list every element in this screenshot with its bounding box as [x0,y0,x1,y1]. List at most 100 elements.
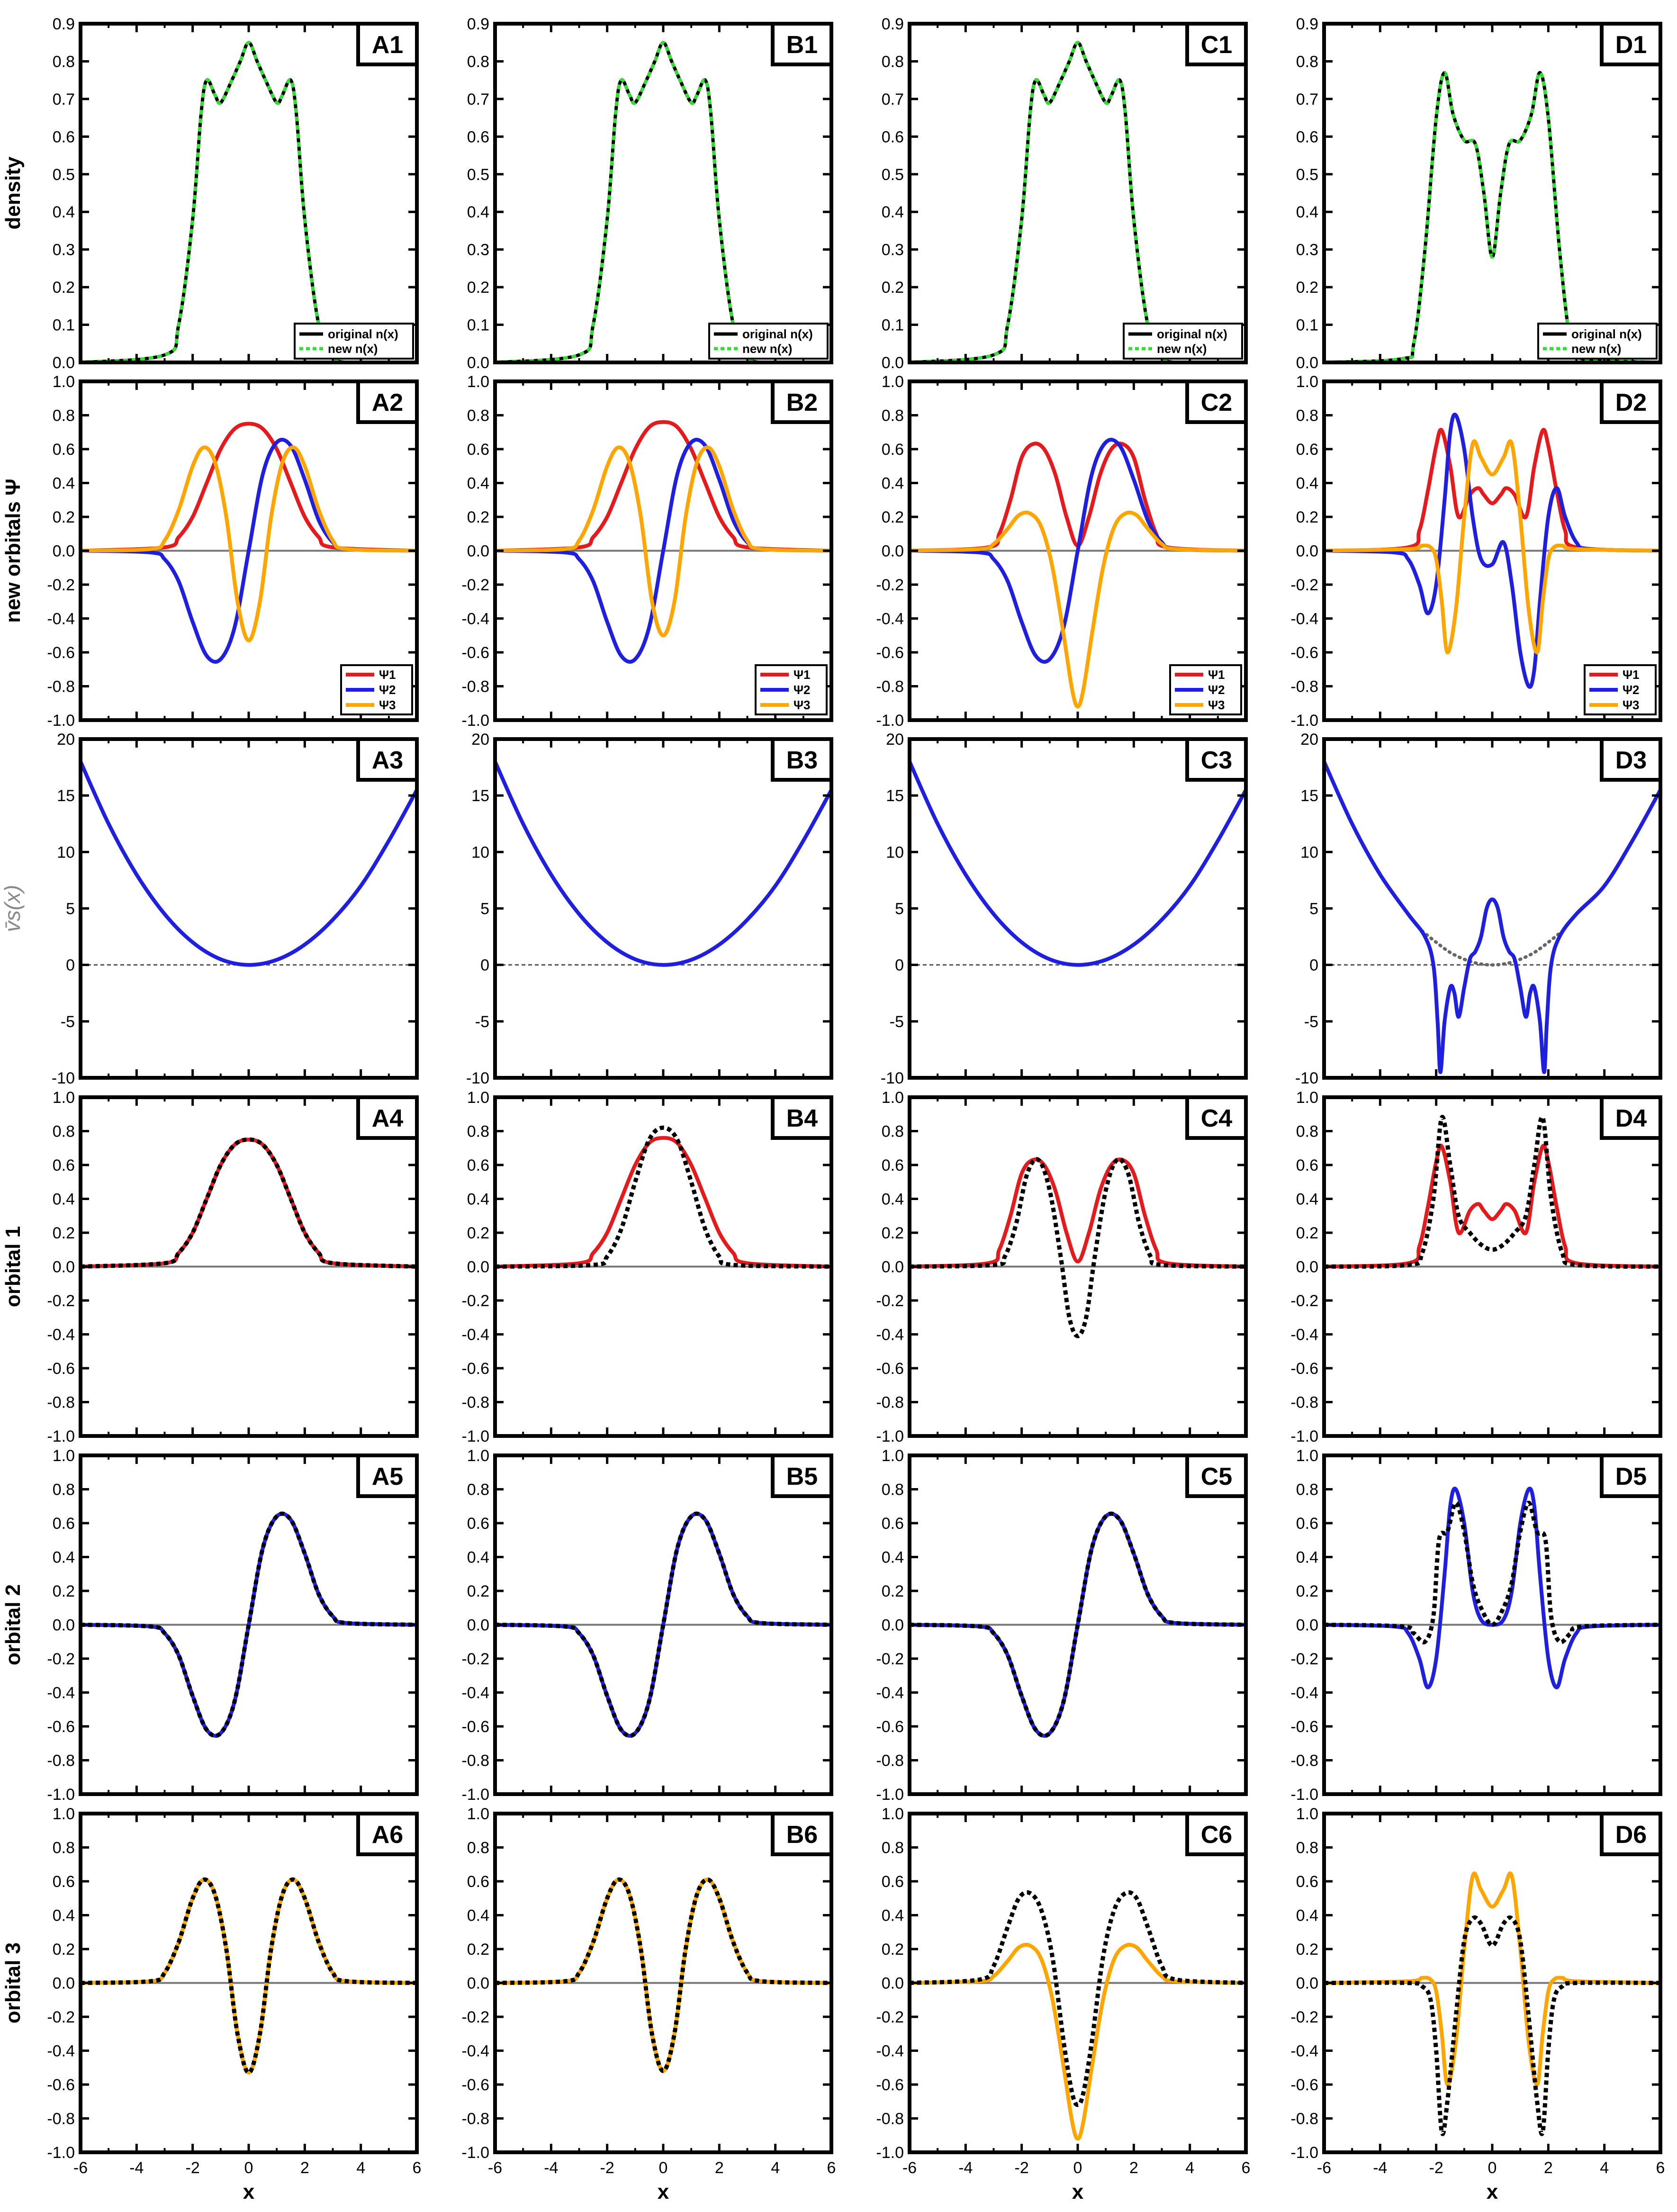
y-tick-label: 0.0 [467,354,489,372]
y-tick-label: 0.6 [467,1873,489,1891]
y-tick-label: 15 [1300,787,1318,805]
y-tick-label: 0 [66,957,75,975]
y-tick-label: 0.3 [467,241,489,259]
panel-B1: 0.0 0.1 0.2 0.3 0.4 0.5 0.6 0.7 0.8 0.9 B1 original… [467,15,833,372]
y-tick-label: 0.9 [882,15,904,33]
y-tick-label: 1.0 [1296,373,1318,391]
x-tick-label: -4 [544,2159,558,2177]
panel-id-box [1600,1812,1662,1856]
y-tick-label: -0.2 [461,1650,489,1668]
y-tick-label: -5 [61,1013,75,1031]
y-tick-label: 0.4 [1296,1191,1318,1209]
y-tick-label: -0.6 [1290,1718,1318,1736]
y-tick-label: -0.2 [461,1292,489,1310]
y-tick-label: 0.0 [467,1975,489,1993]
panel-id-label: D5 [1615,1463,1647,1490]
y-tick-label: 0.0 [53,1258,75,1276]
y-tick-label: 0.6 [882,1156,904,1174]
panel-B5: -1.0 -0.8 -0.6 -0.4 -0.2 0.0 0.2 0.4 0.6 0.8 1.0 B5 [461,1447,833,1804]
panel-id-label: B3 [786,747,818,774]
y-tick-label: 0.0 [53,1975,75,1993]
y-tick-label: 15 [471,787,489,805]
x-axis-label: x [1487,2180,1498,2203]
panel-id-box [1185,379,1248,424]
panel-C6: -6 -4 -2 0 2 4 6 x -1.0 -0.8 -0.6 -0.4 -0.2 0.0 0.2 0.4… [876,1805,1250,2203]
series--3-line [495,445,831,638]
legend-label: new n(x) [1157,342,1207,356]
y-tick-label: -1.0 [461,712,489,730]
y-tick-label: -0.2 [461,2008,489,2026]
panel-id-box [1600,737,1662,782]
series-v-s-x--line [1324,761,1660,1074]
y-tick-label: 0.8 [467,407,489,425]
y-tick-label: 0.4 [1296,203,1318,221]
legend-label: new n(x) [1571,342,1621,356]
y-tick-label: 0.4 [882,203,904,221]
series--1-line [495,1136,831,1269]
panel-id-label: D3 [1615,747,1647,774]
legend-label: Ψ1 [379,668,396,682]
series--1-line [81,422,417,553]
plot-area [1324,24,1660,362]
y-tick-label: 0.2 [882,279,904,297]
y-tick-label: -1.0 [1290,712,1318,730]
y-tick-label: -0.4 [47,610,75,628]
panel-id-box [771,1812,833,1856]
y-tick-label: -0.2 [461,576,489,594]
legend-label: Ψ1 [793,668,811,682]
y-tick-label: -0.4 [461,610,489,628]
panel-id-box [1600,1454,1662,1498]
y-tick-label: 0.8 [882,407,904,425]
panel-id-label: C3 [1201,747,1232,774]
y-tick-label: 0.8 [53,1123,75,1141]
y-tick-label: 0.2 [467,1224,489,1242]
y-tick-label: 0.0 [53,542,75,560]
y-tick-label: 10 [1300,843,1318,861]
y-tick-label: 0.2 [1296,1941,1318,1959]
y-tick-label: 0.3 [53,241,75,259]
y-tick-label: 0.0 [882,354,904,372]
y-tick-label: 0.1 [53,316,75,334]
panel-id-box [356,1454,419,1498]
y-tick-label: -0.6 [876,1718,904,1736]
y-tick-label: 0.8 [882,1123,904,1141]
series--2-line [910,438,1246,664]
y-tick-label: -10 [466,1069,489,1087]
panel-id-box [771,1095,833,1140]
series-reference-line [81,1137,417,1269]
x-tick-label: 2 [1544,2159,1553,2177]
y-tick-label: 0.6 [53,441,75,459]
series--3-line [910,510,1246,709]
y-tick-label: -0.8 [876,1394,904,1412]
y-tick-label: -0.8 [1290,678,1318,696]
y-tick-label: 0.4 [882,1907,904,1925]
y-tick-label: 0.6 [1296,1156,1318,1174]
y-tick-label: 0.6 [53,1873,75,1891]
y-tick-label: 0.4 [1296,1907,1318,1925]
panel-D5: -1.0 -0.8 -0.6 -0.4 -0.2 0.0 0.2 0.4 0.6 0.8 1.0 D5 [1290,1447,1662,1804]
panel-id-label: A2 [372,389,403,416]
y-tick-label: 0.2 [1296,279,1318,297]
y-tick-label: 0.6 [1296,441,1318,459]
y-tick-label: 0.6 [1296,1515,1318,1533]
y-tick-label: 0.0 [467,542,489,560]
panel-id-label: A1 [372,31,403,59]
y-tick-label: 0.2 [882,1582,904,1600]
y-tick-label: 0.4 [53,475,75,493]
x-tick-label: -6 [488,2159,502,2177]
panel-id-label: A6 [372,1821,403,1849]
legend-label: Ψ2 [793,683,811,697]
y-tick-label: -0.4 [876,1684,904,1702]
panel-id-box [356,1812,419,1856]
y-tick-label: -1.0 [47,1427,75,1445]
y-tick-label: 0.8 [882,53,904,71]
x-tick-label: 6 [1656,2159,1665,2177]
y-tick-label: 0.4 [53,1549,75,1567]
panel-A5: -1.0 -0.8 -0.6 -0.4 -0.2 0.0 0.2 0.4 0.6 0.8 1.0 A5 [47,1447,419,1804]
panel-B3: -10 -5 0 5 10 15 20 B3 [466,731,833,1087]
panel-C1: 0.0 0.1 0.2 0.3 0.4 0.5 0.6 0.7 0.8 0.9 C1 original… [882,15,1248,372]
y-tick-label: -0.8 [1290,1752,1318,1770]
y-tick-label: -5 [475,1013,489,1031]
panel-id-label: C1 [1201,31,1232,59]
series--2-line [1324,1487,1660,1689]
